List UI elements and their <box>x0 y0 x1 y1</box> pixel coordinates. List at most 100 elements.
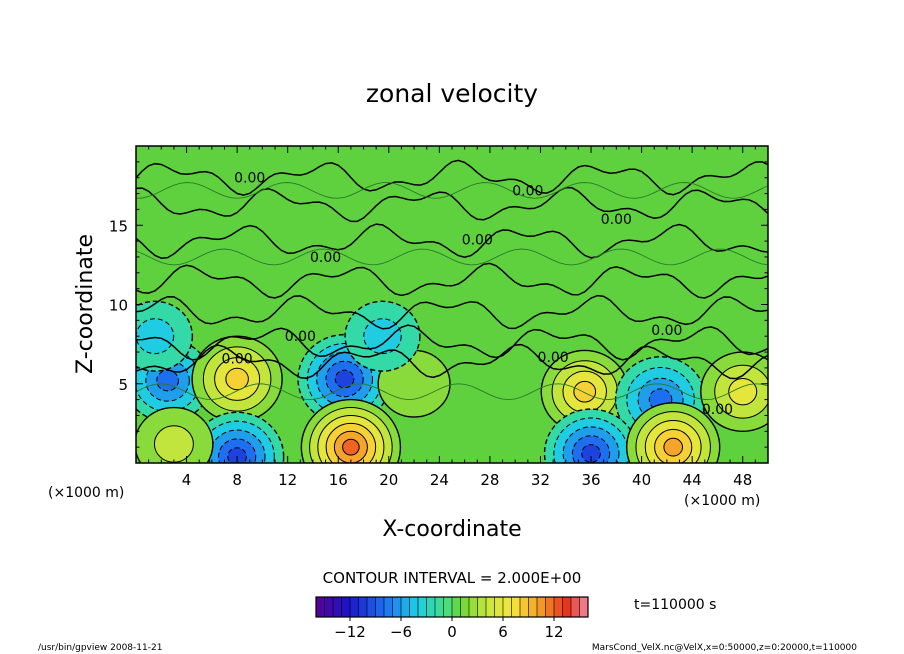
zero-contour-2 <box>136 223 768 259</box>
colorbar-segment <box>494 597 504 617</box>
x-tick-label: 4 <box>182 471 192 489</box>
colorbar-tick-label: 12 <box>544 623 563 641</box>
colorbar-segment <box>477 597 487 617</box>
colorbar-segment <box>511 597 521 617</box>
heat-blob-11-level-1 <box>153 425 194 463</box>
x-tick-label: 36 <box>581 471 600 489</box>
colorbar-segment <box>341 597 351 617</box>
colorbar-segment <box>333 597 342 617</box>
x-unit-label-left: (×1000 m) <box>48 485 124 501</box>
colorbar-tick-label: −12 <box>334 623 366 641</box>
heat-blob-13-level-1 <box>363 318 402 355</box>
x-tick-label: 16 <box>329 471 348 489</box>
colorbar-segment <box>435 597 444 617</box>
contour-label-4: 0.00 <box>310 250 341 266</box>
footer-right: MarsCond_VelX.nc@VelX,x=0:50000,z=0:2000… <box>592 643 857 653</box>
colorbar-segment <box>358 597 368 617</box>
colorbar-segment <box>367 597 376 617</box>
colorbar-segment <box>426 597 436 617</box>
contour-label-3: 0.00 <box>462 233 493 249</box>
heat-blob-6-level-2 <box>728 377 758 406</box>
y-tick-label: 10 <box>109 297 128 315</box>
zero-contour-6 <box>136 343 768 380</box>
heat-blob-9-level-4 <box>581 444 601 463</box>
contour-label-1: 0.00 <box>512 183 543 199</box>
colorbar-segment <box>350 597 359 617</box>
contour-label-7: 0.00 <box>538 350 569 366</box>
colorbar-segment <box>443 597 453 617</box>
x-tick-label: 12 <box>278 471 297 489</box>
colorbar-segment <box>409 597 419 617</box>
colorbar-segment <box>562 597 572 617</box>
colorbar-segment <box>545 597 555 617</box>
colorbar: −12 −6 0 6 12 <box>315 596 589 641</box>
contour-interval-label: CONTOUR INTERVAL = 2.000E+00 <box>323 569 582 587</box>
heat-blob-2-level-4 <box>334 369 355 389</box>
time-label: t=110000 s <box>634 597 716 613</box>
contour-lines <box>136 159 768 401</box>
plot-area <box>135 145 769 464</box>
y-axis: 5 10 15 <box>109 145 768 464</box>
x-unit-label-right: (×1000 m) <box>684 493 760 509</box>
y-tick-label: 15 <box>109 217 128 235</box>
heat-blob-0-level-3 <box>156 369 179 392</box>
y-axis-title: Z-coordinate <box>73 234 98 374</box>
contour-label-0: 0.00 <box>234 171 265 187</box>
heat-blob-7-level-5 <box>342 438 360 456</box>
colorbar-segment <box>401 597 410 617</box>
minor-contour-2 <box>136 182 768 199</box>
colorbar-segment <box>375 597 385 617</box>
heat-blob-1-level-3 <box>225 367 249 391</box>
minor-contour-1 <box>136 248 768 266</box>
heat-blob-10-level-4 <box>663 437 684 457</box>
contour-label-5: 0.00 <box>285 329 316 345</box>
colorbar-segment <box>528 597 538 617</box>
x-tick-label: 40 <box>632 471 651 489</box>
colorbar-tick-label: −6 <box>390 623 412 641</box>
heat-blob-8-level-4 <box>227 447 247 463</box>
contour-label-2: 0.00 <box>601 212 632 228</box>
colorbar-segment <box>579 597 589 617</box>
heat-blob-12-level-1 <box>136 318 175 355</box>
zero-contour-4 <box>136 294 768 330</box>
x-tick-label: 24 <box>430 471 449 489</box>
zero-contour-5 <box>136 324 768 361</box>
x-tick-label: 8 <box>232 471 242 489</box>
zero-contour-1 <box>136 186 768 223</box>
colorbar-segment <box>392 597 402 617</box>
footer-left: /usr/bin/gpview 2008-11-21 <box>38 643 162 653</box>
x-axis-title: X-coordinate <box>382 517 521 542</box>
colorbar-segment <box>469 597 478 617</box>
colorbar-segment <box>503 597 512 617</box>
minor-contour-0 <box>136 383 768 401</box>
colorbar-segment <box>520 597 529 617</box>
zero-contour-3 <box>136 262 768 299</box>
colorbar-segment <box>384 597 393 617</box>
colorbar-segment <box>316 597 325 617</box>
colorbar-segment <box>324 597 334 617</box>
contour-value-labels: 0.00 0.00 0.00 0.00 0.00 0.00 0.00 0.00 0.00 0.00 <box>222 171 733 418</box>
colorbar-segment <box>554 597 563 617</box>
x-tick-label: 48 <box>733 471 752 489</box>
colorbar-tick-label: 0 <box>447 623 457 641</box>
contour-label-9: 0.00 <box>702 402 733 418</box>
colorbar-segment <box>537 597 546 617</box>
heatmap-field <box>136 300 768 463</box>
x-tick-label: 28 <box>480 471 499 489</box>
colorbar-segment <box>418 597 427 617</box>
colorbar-segment <box>460 597 470 617</box>
colorbar-segment <box>452 597 461 617</box>
contour-label-6: 0.00 <box>651 323 682 339</box>
heat-blob-4-level-3 <box>573 380 597 403</box>
chart-title: zonal velocity <box>366 79 538 108</box>
x-tick-label: 20 <box>379 471 398 489</box>
zero-contour-0 <box>136 159 768 196</box>
x-tick-label: 32 <box>531 471 550 489</box>
colorbar-tick-label: 6 <box>498 623 508 641</box>
colorbar-segment <box>486 597 495 617</box>
x-tick-label: 44 <box>683 471 702 489</box>
contour-label-8: 0.00 <box>222 351 253 367</box>
x-axis: 4 8 12 16 20 24 28 32 36 40 44 48 <box>135 146 769 489</box>
y-tick-label: 5 <box>118 376 128 394</box>
